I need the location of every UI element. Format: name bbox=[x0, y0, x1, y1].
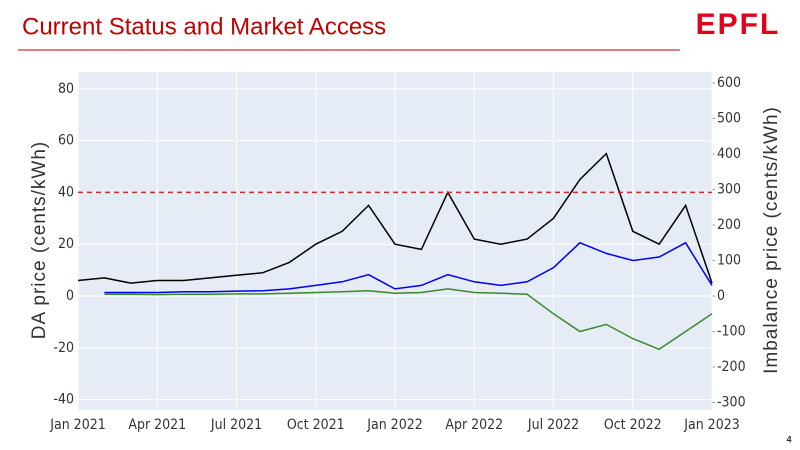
y-tick-label: -40 bbox=[53, 392, 74, 408]
y2-tick-label: -300 bbox=[717, 395, 746, 411]
y-tick-label: 40 bbox=[58, 184, 74, 200]
x-tick-label: Oct 2022 bbox=[604, 417, 662, 433]
y2-tick-label: -100 bbox=[717, 324, 746, 340]
y2-tick-label: 600 bbox=[717, 75, 741, 91]
series-line bbox=[104, 288, 713, 351]
y2-axis-title: Imbalance price (cents/kWh) bbox=[761, 106, 782, 374]
x-tick-label: Jul 2021 bbox=[210, 417, 262, 433]
y2-tick-label: 300 bbox=[717, 182, 741, 198]
y2-tick-label: 0 bbox=[717, 288, 725, 304]
y-axis-title: DA price (cents/kWh) bbox=[29, 141, 50, 339]
x-tick-label: Apr 2021 bbox=[128, 417, 186, 433]
y-tick-label: 80 bbox=[58, 81, 74, 97]
series-line bbox=[104, 241, 713, 294]
x-tick-label: Jul 2022 bbox=[527, 417, 579, 433]
y2-tick-label: 400 bbox=[717, 146, 741, 162]
logo: EPFL bbox=[696, 8, 781, 41]
y2-tick-label: 500 bbox=[717, 111, 741, 127]
y-tick-label: 0 bbox=[66, 288, 74, 304]
x-tick-label: Jan 2023 bbox=[683, 417, 739, 433]
series-line bbox=[77, 152, 713, 284]
y-tick-label: 20 bbox=[58, 236, 74, 252]
y-tick-label: 60 bbox=[58, 133, 74, 149]
y2-tick-label: -200 bbox=[717, 359, 746, 375]
y2-tick-label: 200 bbox=[717, 217, 741, 233]
slide-title: Current Status and Market Access bbox=[22, 13, 386, 40]
x-tick-label: Jan 2022 bbox=[366, 417, 422, 433]
page-number: 4 bbox=[786, 434, 791, 444]
x-tick-label: Apr 2022 bbox=[445, 417, 503, 433]
x-tick-label: Oct 2021 bbox=[287, 417, 345, 433]
y2-tick-label: 100 bbox=[717, 253, 741, 269]
x-tick-label: Jan 2021 bbox=[49, 417, 105, 433]
y-tick-label: -20 bbox=[53, 340, 74, 356]
